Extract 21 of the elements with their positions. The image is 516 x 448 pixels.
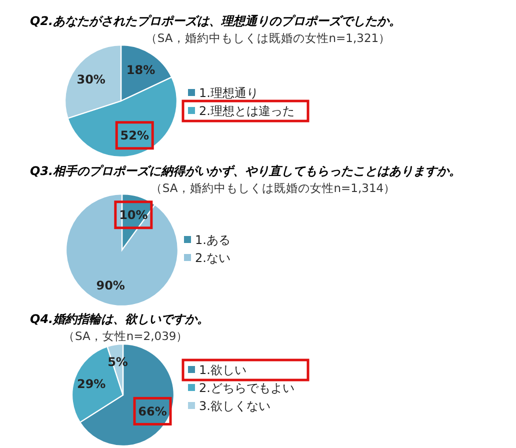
legend-label: 2.ない <box>195 251 230 266</box>
data-label: 52% <box>120 128 149 143</box>
legend-label: 1.理想通り <box>199 86 258 100</box>
data-label: 66% <box>138 404 167 418</box>
data-label: 18% <box>126 62 156 77</box>
chart-subtitle: （SA，婚約中もしくは既婚の女性n=1,321） <box>145 31 391 45</box>
chart-title: Q3.相手のプロポーズに納得がいかず、やり直してもらったことはありますか。 <box>30 164 462 178</box>
data-label: 30% <box>76 72 106 86</box>
legend-label: 1.ある <box>195 233 230 248</box>
chart-subtitle: （SA，女性n=2,039） <box>63 329 188 343</box>
legend-label: 2.どちらでもよい <box>199 381 294 396</box>
legend-label: 3.欲しくない <box>199 399 270 414</box>
data-label: 5% <box>108 354 128 369</box>
data-label: 90% <box>96 278 125 292</box>
pie-slice <box>65 193 179 307</box>
legend-label: 2.理想とは違った <box>199 104 294 118</box>
data-label: 29% <box>76 376 106 391</box>
legend-label: 1.欲しい <box>199 363 246 378</box>
chart-title: Q2.あなたがされたプロポーズは、理想通りのプロポーズでしたか。 <box>30 14 402 28</box>
chart-title: Q4.婚約指輪は、欲しいですか。 <box>30 312 210 326</box>
text: （SA，婚約中もしくは既婚の女性n=1,314） <box>150 181 396 195</box>
